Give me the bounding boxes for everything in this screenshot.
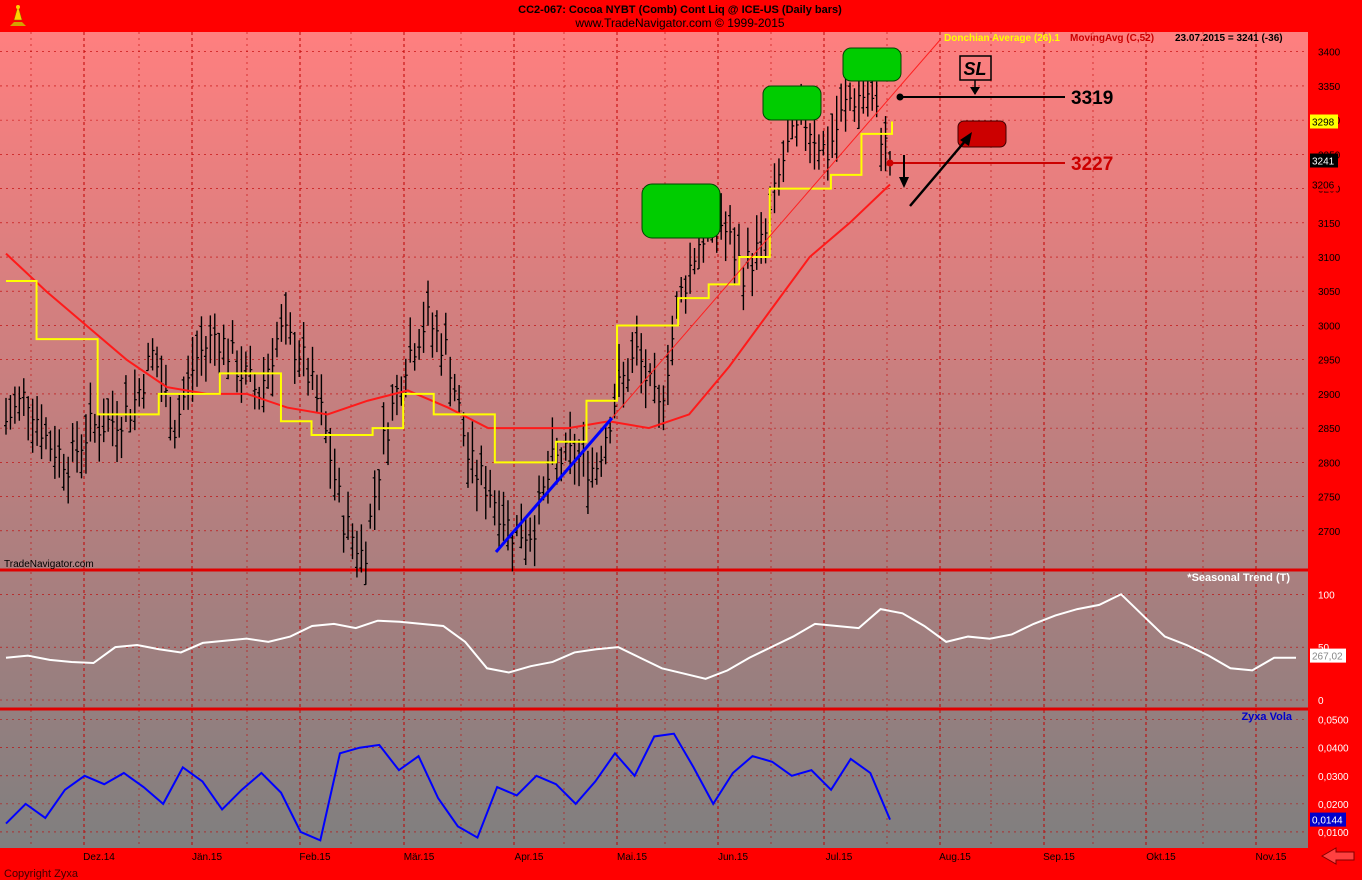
watermark: TradeNavigator.com xyxy=(4,559,94,570)
vola-value-tag xyxy=(1310,812,1346,827)
target-box-3 xyxy=(842,47,902,82)
level-dot-upper xyxy=(896,93,904,101)
x-tick-label: Jän.15 xyxy=(192,852,222,863)
donchian-average-line xyxy=(6,121,893,464)
chart-source: www.TradeNavigator.com © 1999-2015 xyxy=(574,16,784,30)
x-tick-label: Dez.14 xyxy=(83,852,115,863)
target-box-2 xyxy=(762,85,822,121)
target-box-1 xyxy=(641,183,721,239)
zyxa-vola-line xyxy=(5,732,891,842)
y-tick-label: 2950 xyxy=(1318,356,1341,367)
x-tick-label: Nov.15 xyxy=(1256,852,1287,863)
seasonal-trend-line xyxy=(5,593,1296,680)
axis-labels: Dez.14 Jän.15 Feb.15 Mär.15 Apr.15 Mai.15 Jun.… xyxy=(83,48,1349,863)
moving-average-line xyxy=(5,183,891,430)
value-tag xyxy=(1310,153,1338,168)
legend-moving-avg: MovingAvg (C,52) xyxy=(1070,33,1154,44)
x-tick-label: Feb.15 xyxy=(299,852,331,863)
level-label-upper: 3319 xyxy=(1071,88,1113,109)
y-tick-label: 2850 xyxy=(1318,424,1341,435)
value-tag xyxy=(1310,114,1338,129)
x-tick-label: Sep.15 xyxy=(1043,852,1075,863)
y-tick-label: 3350 xyxy=(1318,82,1341,93)
up-arrow-head xyxy=(960,132,972,146)
left-arrow-icon[interactable] xyxy=(1320,847,1355,865)
vola-title: Zyxa Vola xyxy=(1241,711,1292,723)
seasonal-value-tag xyxy=(1310,648,1346,663)
grid-lines xyxy=(0,32,1308,848)
target-boxes xyxy=(641,47,1007,239)
y-tick-label: 3050 xyxy=(1318,287,1341,298)
up-arrow xyxy=(909,139,967,207)
legend-donchian: Donchian Average (26).1 xyxy=(944,33,1060,44)
plot-background xyxy=(0,32,1308,848)
sl-pointer-head xyxy=(970,87,980,95)
down-arrow-head xyxy=(899,177,909,188)
y-tick-label: 2700 xyxy=(1318,527,1341,538)
chart-title: CC2-067: Cocoa NYBT (Comb) Cont Liq @ IC… xyxy=(518,4,842,16)
y-tick-label: 0,0200 xyxy=(1318,800,1349,811)
y-tick-label: 3000 xyxy=(1318,321,1341,332)
value-tag-text: 3241 xyxy=(1312,157,1335,168)
y-tick-label: 0,0300 xyxy=(1318,772,1349,783)
level-label-lower: 3227 xyxy=(1071,154,1113,175)
level-dot-lower xyxy=(886,159,894,167)
y-tick-label: 0,0100 xyxy=(1318,828,1349,839)
logo-sail xyxy=(13,5,23,21)
logo xyxy=(4,2,32,30)
y-tick-label: 2900 xyxy=(1318,390,1341,401)
sl-label: SL xyxy=(963,59,986,79)
copyright: Copyright Zyxa xyxy=(4,868,79,880)
y-tick-label: 2800 xyxy=(1318,458,1341,469)
x-tick-label: Okt.15 xyxy=(1146,852,1176,863)
x-tick-label: Aug.15 xyxy=(939,852,971,863)
y-tick-label: 3100 xyxy=(1318,253,1341,264)
y-tick-label: 3400 xyxy=(1318,48,1341,59)
support-trendline xyxy=(494,417,614,553)
x-tick-label: Mär.15 xyxy=(404,852,435,863)
y-tick-label: 0 xyxy=(1318,696,1324,707)
value-tag xyxy=(1310,177,1338,192)
logo-top xyxy=(16,5,20,9)
seasonal-value-tag-text: 267,02 xyxy=(1312,652,1343,663)
y-tick-label: 0,0400 xyxy=(1318,744,1349,755)
y-tick-label: 2750 xyxy=(1318,493,1341,504)
scroll-arrow-icon[interactable] xyxy=(1320,847,1355,865)
x-tick-label: Apr.15 xyxy=(515,852,544,863)
value-tag-text: 3298 xyxy=(1312,117,1335,128)
value-tag-text: 3206 xyxy=(1312,180,1335,191)
trend-channel-line xyxy=(611,39,941,419)
logo-base xyxy=(10,22,26,26)
seasonal-title: *Seasonal Trend (T) xyxy=(1187,572,1290,584)
x-tick-label: Mai.15 xyxy=(617,852,647,863)
annotation-lines xyxy=(886,55,1065,207)
x-tick-label: Jun.15 xyxy=(718,852,748,863)
legend-last-value: 23.07.2015 = 3241 (-36) xyxy=(1175,33,1283,44)
price-bars xyxy=(4,63,892,586)
x-tick-label: Jul.15 xyxy=(826,852,853,863)
y-tick-label: 0,0500 xyxy=(1318,716,1349,727)
y-tick-label: 3150 xyxy=(1318,219,1341,230)
y-tick-label: 100 xyxy=(1318,590,1335,601)
vola-value-tag-text: 0,0144 xyxy=(1312,816,1343,827)
